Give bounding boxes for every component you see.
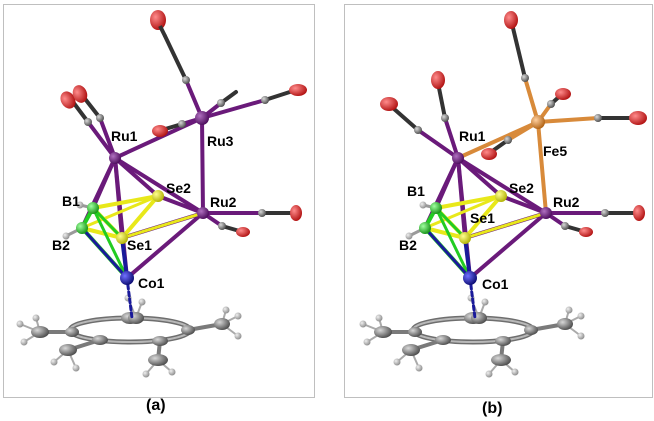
label-se1-a: Se1 (127, 237, 152, 253)
cp-star-ring-a (17, 295, 242, 378)
label-se1-b: Se1 (470, 210, 495, 226)
label-b2-b: B2 (399, 237, 417, 253)
cluster-core-a (60, 150, 304, 320)
label-se2-a: Se2 (166, 180, 191, 196)
label-b1-a: B1 (62, 193, 80, 209)
cp-star-ring-b (360, 295, 585, 378)
structure-a: Ru1 Ru3 Se2 Ru2 B1 B2 Se1 Co1 (17, 10, 307, 378)
label-ru3: Ru3 (207, 133, 234, 149)
structure-b: Ru1 Fe5 Se2 Ru2 B1 B2 Se1 Co1 (360, 11, 647, 378)
cluster-core-b (403, 150, 647, 320)
ru3-atom (195, 111, 209, 125)
label-b1-b: B1 (407, 183, 425, 199)
label-ru1-b: Ru1 (459, 128, 486, 144)
label-co1-a: Co1 (138, 275, 165, 291)
label-co1-b: Co1 (482, 276, 509, 292)
label-ru1-a: Ru1 (111, 128, 138, 144)
label-ru2-a: Ru2 (210, 194, 237, 210)
fe5-atom (531, 115, 545, 129)
caption-b: (b) (482, 400, 503, 417)
label-fe5: Fe5 (543, 143, 567, 159)
label-b2-a: B2 (52, 237, 70, 253)
label-ru2-b: Ru2 (553, 194, 580, 210)
caption-a: (a) (146, 397, 166, 414)
label-se2-b: Se2 (509, 180, 534, 196)
